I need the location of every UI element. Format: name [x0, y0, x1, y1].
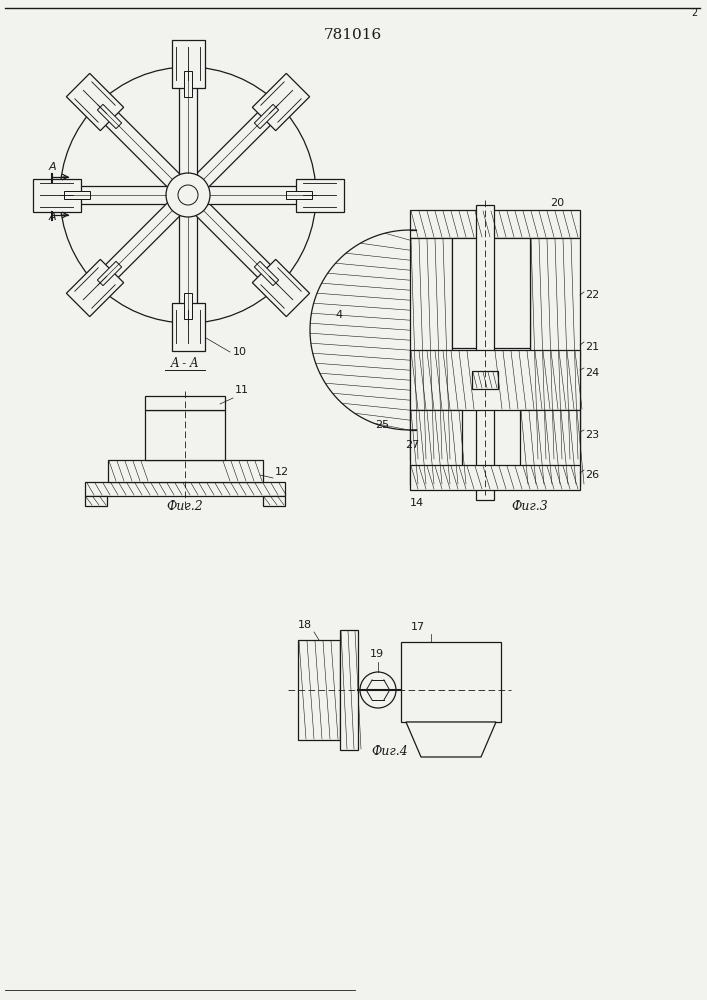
- Text: 22: 22: [585, 290, 600, 300]
- Text: 23: 23: [585, 430, 599, 440]
- Bar: [410, 238, 452, 460]
- Text: 26: 26: [585, 470, 599, 480]
- Bar: [263, 496, 285, 506]
- Text: А: А: [48, 212, 56, 222]
- Text: 2: 2: [691, 8, 698, 18]
- Bar: [145, 410, 225, 460]
- Polygon shape: [255, 261, 279, 286]
- Polygon shape: [184, 71, 192, 97]
- Polygon shape: [66, 73, 124, 131]
- Polygon shape: [100, 189, 194, 283]
- Polygon shape: [98, 261, 122, 286]
- Polygon shape: [252, 259, 310, 317]
- Polygon shape: [406, 722, 496, 757]
- Polygon shape: [73, 186, 188, 204]
- Text: 19: 19: [370, 649, 384, 659]
- Text: 4: 4: [335, 310, 342, 320]
- Polygon shape: [64, 191, 90, 199]
- Polygon shape: [188, 186, 303, 204]
- Polygon shape: [255, 104, 279, 129]
- Bar: [520, 410, 580, 485]
- Polygon shape: [182, 189, 276, 283]
- Circle shape: [166, 173, 210, 217]
- Bar: [410, 410, 462, 485]
- Bar: [410, 350, 580, 410]
- Text: 27: 27: [405, 440, 419, 450]
- Bar: [85, 496, 107, 506]
- Text: 24: 24: [585, 368, 600, 378]
- Polygon shape: [172, 302, 204, 351]
- Text: Фиг.2: Фиг.2: [167, 500, 204, 513]
- Bar: [452, 238, 530, 348]
- Bar: [298, 640, 340, 740]
- Text: A - A: A - A: [171, 357, 199, 370]
- Text: 14: 14: [410, 498, 424, 508]
- Bar: [472, 371, 498, 389]
- Bar: [108, 460, 263, 482]
- Bar: [85, 482, 285, 496]
- Text: 17: 17: [411, 622, 425, 632]
- Text: 12: 12: [275, 467, 289, 477]
- Text: 20: 20: [550, 198, 564, 208]
- Polygon shape: [33, 178, 81, 212]
- Bar: [530, 238, 580, 460]
- Text: Фиг.3: Фиг.3: [512, 500, 549, 513]
- Polygon shape: [184, 293, 192, 319]
- Bar: [476, 205, 494, 500]
- Bar: [410, 465, 580, 490]
- Polygon shape: [252, 73, 310, 131]
- Polygon shape: [98, 104, 122, 129]
- Polygon shape: [286, 191, 312, 199]
- Text: 11: 11: [235, 385, 249, 395]
- Text: 21: 21: [585, 342, 599, 352]
- Text: 18: 18: [298, 620, 312, 630]
- Text: 10: 10: [233, 347, 247, 357]
- Polygon shape: [182, 107, 276, 201]
- Polygon shape: [100, 107, 194, 201]
- Polygon shape: [66, 259, 124, 317]
- Polygon shape: [172, 39, 204, 88]
- Text: А: А: [48, 162, 56, 172]
- Text: 25: 25: [375, 420, 389, 430]
- Bar: [145, 396, 225, 410]
- Polygon shape: [179, 80, 197, 195]
- Bar: [340, 630, 358, 750]
- Bar: [401, 642, 501, 722]
- Text: Фиг.4: Фиг.4: [372, 745, 409, 758]
- Text: 781016: 781016: [324, 28, 382, 42]
- Circle shape: [360, 672, 396, 708]
- Polygon shape: [296, 178, 344, 212]
- Bar: [410, 210, 580, 238]
- Polygon shape: [179, 195, 197, 310]
